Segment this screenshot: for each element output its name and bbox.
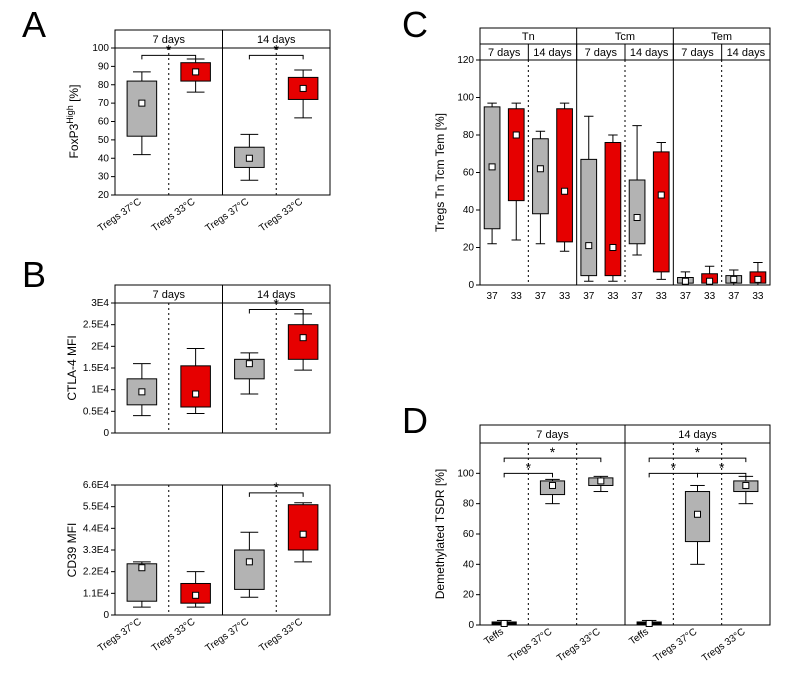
svg-text:60: 60 xyxy=(463,168,475,179)
svg-text:*: * xyxy=(526,459,532,475)
svg-text:1.5E4: 1.5E4 xyxy=(83,363,110,374)
svg-text:CTLA-4 MFI: CTLA-4 MFI xyxy=(65,335,79,400)
svg-text:*: * xyxy=(719,459,725,475)
svg-text:2.2E4: 2.2E4 xyxy=(83,567,110,578)
svg-text:33: 33 xyxy=(752,291,764,302)
svg-text:20: 20 xyxy=(463,590,475,601)
svg-text:*: * xyxy=(274,41,280,57)
panel-d-chart: 7 days 14 days 0 20 40 60 80 100 Demethylated TS… xyxy=(430,415,780,695)
svg-text:100: 100 xyxy=(457,93,474,104)
svg-text:0: 0 xyxy=(103,610,109,621)
svg-text:0: 0 xyxy=(103,428,109,439)
svg-text:Tregs 33°C: Tregs 33°C xyxy=(257,196,305,234)
svg-text:33: 33 xyxy=(607,291,619,302)
svg-text:Tregs 33°C: Tregs 33°C xyxy=(700,626,748,664)
svg-text:20: 20 xyxy=(463,243,475,254)
svg-text:Tcm: Tcm xyxy=(615,31,635,43)
panel-letter-c: C xyxy=(402,4,428,46)
svg-text:CD39 MFI: CD39 MFI xyxy=(65,523,79,578)
svg-text:*: * xyxy=(695,444,701,460)
svg-text:20: 20 xyxy=(98,190,110,201)
svg-text:5.5E4: 5.5E4 xyxy=(83,502,110,513)
svg-text:37: 37 xyxy=(632,291,644,302)
svg-text:100: 100 xyxy=(92,43,109,54)
svg-text:1.1E4: 1.1E4 xyxy=(83,588,110,599)
svg-text:37: 37 xyxy=(728,291,740,302)
svg-text:50: 50 xyxy=(98,135,110,146)
svg-text:Tregs 33°C: Tregs 33°C xyxy=(555,626,603,664)
svg-text:33: 33 xyxy=(656,291,668,302)
svg-text:Tregs 33°C: Tregs 33°C xyxy=(257,616,305,654)
svg-text:40: 40 xyxy=(98,153,110,164)
svg-text:2E4: 2E4 xyxy=(91,341,109,352)
svg-text:7 days: 7 days xyxy=(536,429,569,441)
svg-text:*: * xyxy=(274,479,280,495)
svg-text:37: 37 xyxy=(680,291,692,302)
panel-b-chart: 7 days14 days00.5E41E41.5E42E42.5E43E4CT… xyxy=(60,275,340,695)
svg-text:6.6E4: 6.6E4 xyxy=(83,480,110,491)
svg-text:4.4E4: 4.4E4 xyxy=(83,523,110,534)
svg-text:*: * xyxy=(550,444,556,460)
svg-text:60: 60 xyxy=(98,117,110,128)
svg-text:7 days: 7 days xyxy=(153,289,186,301)
svg-text:33: 33 xyxy=(704,291,716,302)
svg-text:37: 37 xyxy=(535,291,547,302)
svg-text:0: 0 xyxy=(468,620,474,631)
svg-text:40: 40 xyxy=(463,559,475,570)
svg-text:37: 37 xyxy=(487,291,499,302)
svg-text:Teffs: Teffs xyxy=(482,626,505,647)
svg-text:70: 70 xyxy=(98,98,110,109)
svg-text:Tregs 37°C: Tregs 37°C xyxy=(204,196,252,234)
svg-text:2.5E4: 2.5E4 xyxy=(83,320,110,331)
svg-text:0.5E4: 0.5E4 xyxy=(83,406,110,417)
svg-text:120: 120 xyxy=(457,55,474,66)
svg-text:Tregs Tn Tcm Tem [%]: Tregs Tn Tcm Tem [%] xyxy=(433,113,447,232)
svg-text:Teffs: Teffs xyxy=(627,626,650,647)
svg-text:7 days: 7 days xyxy=(585,47,618,59)
svg-text:0: 0 xyxy=(468,280,474,291)
svg-text:37: 37 xyxy=(583,291,595,302)
svg-text:Tregs 37°C: Tregs 37°C xyxy=(96,616,144,654)
svg-text:14 days: 14 days xyxy=(630,47,669,59)
svg-text:3E4: 3E4 xyxy=(91,298,109,309)
svg-text:3.3E4: 3.3E4 xyxy=(83,545,110,556)
svg-text:7 days: 7 days xyxy=(488,47,521,59)
svg-text:80: 80 xyxy=(98,80,110,91)
svg-text:80: 80 xyxy=(463,130,475,141)
svg-text:14 days: 14 days xyxy=(727,47,766,59)
svg-text:100: 100 xyxy=(457,468,474,479)
svg-text:40: 40 xyxy=(463,205,475,216)
panel-letter-d: D xyxy=(402,400,428,442)
svg-text:14 days: 14 days xyxy=(533,47,572,59)
svg-text:1E4: 1E4 xyxy=(91,385,109,396)
svg-text:33: 33 xyxy=(559,291,571,302)
svg-text:30: 30 xyxy=(98,172,110,183)
svg-text:*: * xyxy=(166,41,172,57)
svg-text:Tn: Tn xyxy=(522,31,535,43)
svg-text:90: 90 xyxy=(98,61,110,72)
svg-text:80: 80 xyxy=(463,499,475,510)
svg-text:33: 33 xyxy=(511,291,523,302)
svg-text:Demethylated TSDR [%]: Demethylated TSDR [%] xyxy=(433,469,447,600)
svg-text:Tem: Tem xyxy=(711,31,732,43)
svg-text:FoxP3High [%]: FoxP3High [%] xyxy=(65,85,81,159)
svg-text:Tregs 37°C: Tregs 37°C xyxy=(507,626,555,664)
panel-c-chart: Tn Tcm Tem 7 days 14 days 7 days 14 days 7 days… xyxy=(430,20,780,310)
panel-a-chart: 7 days14 days2030405060708090100FoxP3Hig… xyxy=(60,20,340,250)
svg-text:14 days: 14 days xyxy=(678,429,717,441)
svg-text:7 days: 7 days xyxy=(681,47,714,59)
svg-text:Tregs 37°C: Tregs 37°C xyxy=(652,626,700,664)
svg-text:Tregs 37°C: Tregs 37°C xyxy=(204,616,252,654)
svg-text:60: 60 xyxy=(463,529,475,540)
svg-text:*: * xyxy=(274,296,280,312)
svg-text:Tregs 33°C: Tregs 33°C xyxy=(150,196,198,234)
svg-text:Tregs 37°C: Tregs 37°C xyxy=(96,196,144,234)
panel-letter-b: B xyxy=(22,254,46,296)
panel-letter-a: A xyxy=(22,4,46,46)
svg-text:Tregs 33°C: Tregs 33°C xyxy=(150,616,198,654)
svg-text:*: * xyxy=(671,459,677,475)
